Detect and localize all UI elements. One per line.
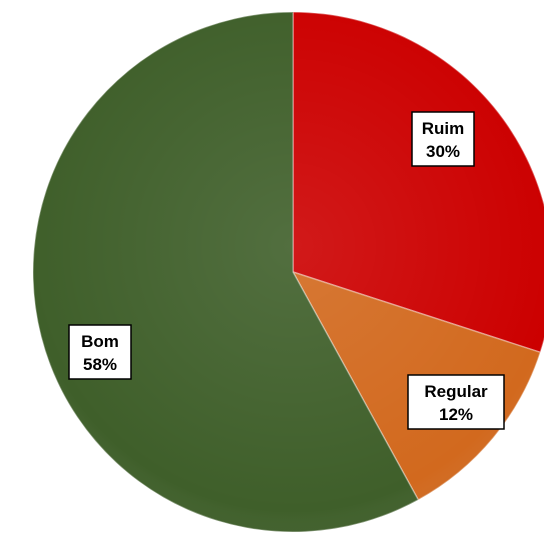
data-label-category: Ruim [422, 119, 465, 138]
data-label-regular: Regular 12% [407, 374, 505, 430]
data-label-category: Regular [424, 382, 488, 401]
data-label-ruim: Ruim 30% [411, 111, 475, 167]
data-label-bom: Bom 58% [68, 324, 132, 380]
data-label-category: Bom [81, 332, 119, 351]
data-label-box [411, 111, 475, 167]
data-label-box [68, 324, 132, 380]
pie-slices [32, 11, 544, 533]
data-label-percent: 12% [439, 405, 473, 424]
pie-labels: Ruim 30% Regular 12% Bom 58% [68, 111, 505, 430]
data-label-percent: 58% [83, 355, 117, 374]
data-label-percent: 30% [426, 142, 460, 161]
data-label-box [407, 374, 505, 430]
